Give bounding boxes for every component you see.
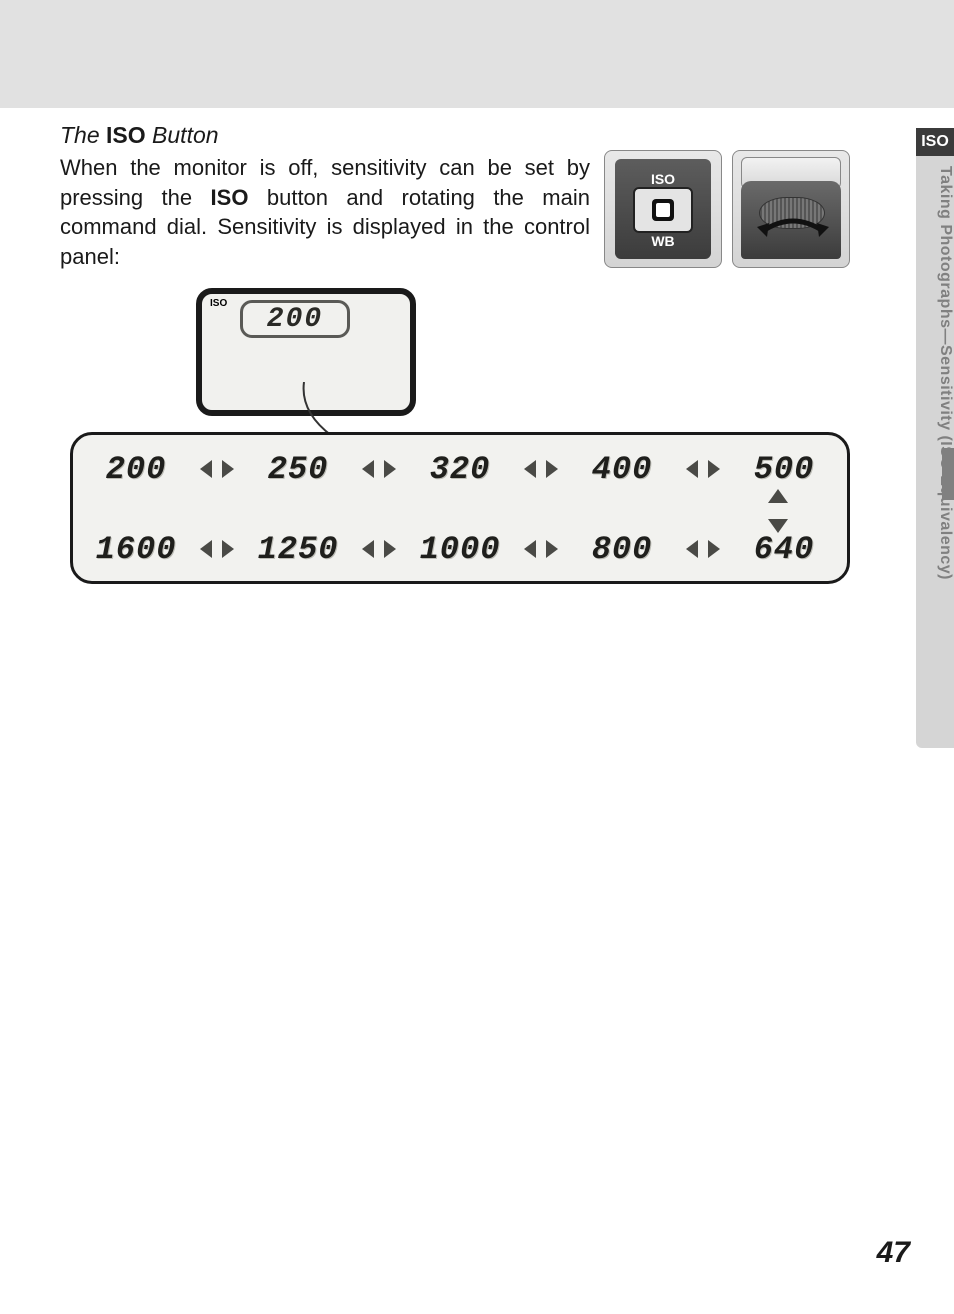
side-tab: ISO Taking Photographs—Sensitivity (ISO … bbox=[916, 128, 954, 748]
iso-value: 200 bbox=[91, 451, 181, 488]
vertical-double-arrow-icon bbox=[765, 489, 791, 533]
double-arrow-icon bbox=[200, 458, 234, 480]
heading-suffix: Button bbox=[146, 122, 219, 148]
iso-sequence-strip: 200 250 320 400 500 1600 1250 1000 800 6… bbox=[70, 432, 850, 584]
iso-row-bottom: 1600 1250 1000 800 640 bbox=[91, 529, 829, 569]
iso-value: 1000 bbox=[415, 531, 505, 568]
camera-iso-label: ISO bbox=[635, 171, 691, 187]
camera-illustrations: ISO WB bbox=[604, 150, 850, 268]
double-arrow-icon bbox=[686, 458, 720, 480]
side-section-title: Taking Photographs—Sensitivity (ISO Equi… bbox=[916, 166, 954, 580]
heading-bold: ISO bbox=[106, 122, 146, 148]
double-arrow-icon bbox=[362, 458, 396, 480]
camera-button-icon bbox=[652, 199, 674, 221]
header-band bbox=[0, 0, 954, 108]
camera-dial-illustration bbox=[732, 150, 850, 268]
side-position-marker bbox=[942, 448, 954, 500]
double-arrow-icon bbox=[200, 538, 234, 560]
iso-value: 800 bbox=[577, 531, 667, 568]
double-arrow-icon bbox=[524, 538, 558, 560]
body-bold: ISO bbox=[211, 185, 249, 210]
iso-value: 320 bbox=[415, 451, 505, 488]
lcd-iso-label: ISO bbox=[210, 298, 227, 309]
double-arrow-icon bbox=[686, 538, 720, 560]
body-paragraph: When the monitor is off, sensitivity can… bbox=[60, 153, 590, 272]
camera-wb-label: WB bbox=[635, 233, 691, 249]
heading-prefix: The bbox=[60, 122, 106, 148]
iso-value: 1600 bbox=[91, 531, 181, 568]
iso-value: 1250 bbox=[253, 531, 343, 568]
double-arrow-icon bbox=[362, 538, 396, 560]
iso-value: 500 bbox=[739, 451, 829, 488]
lcd-iso-value: 200 bbox=[240, 300, 350, 338]
iso-value: 250 bbox=[253, 451, 343, 488]
iso-value: 640 bbox=[739, 531, 829, 568]
side-iso-badge: ISO bbox=[916, 128, 954, 156]
iso-row-top: 200 250 320 400 500 bbox=[91, 449, 829, 489]
camera-iso-button-illustration: ISO WB bbox=[604, 150, 722, 268]
double-arrow-icon bbox=[524, 458, 558, 480]
page-number: 47 bbox=[877, 1236, 910, 1270]
iso-value: 400 bbox=[577, 451, 667, 488]
callout-line bbox=[298, 382, 338, 438]
rotate-arrow-icon bbox=[753, 209, 833, 245]
section-heading: The ISO Button bbox=[60, 122, 860, 149]
